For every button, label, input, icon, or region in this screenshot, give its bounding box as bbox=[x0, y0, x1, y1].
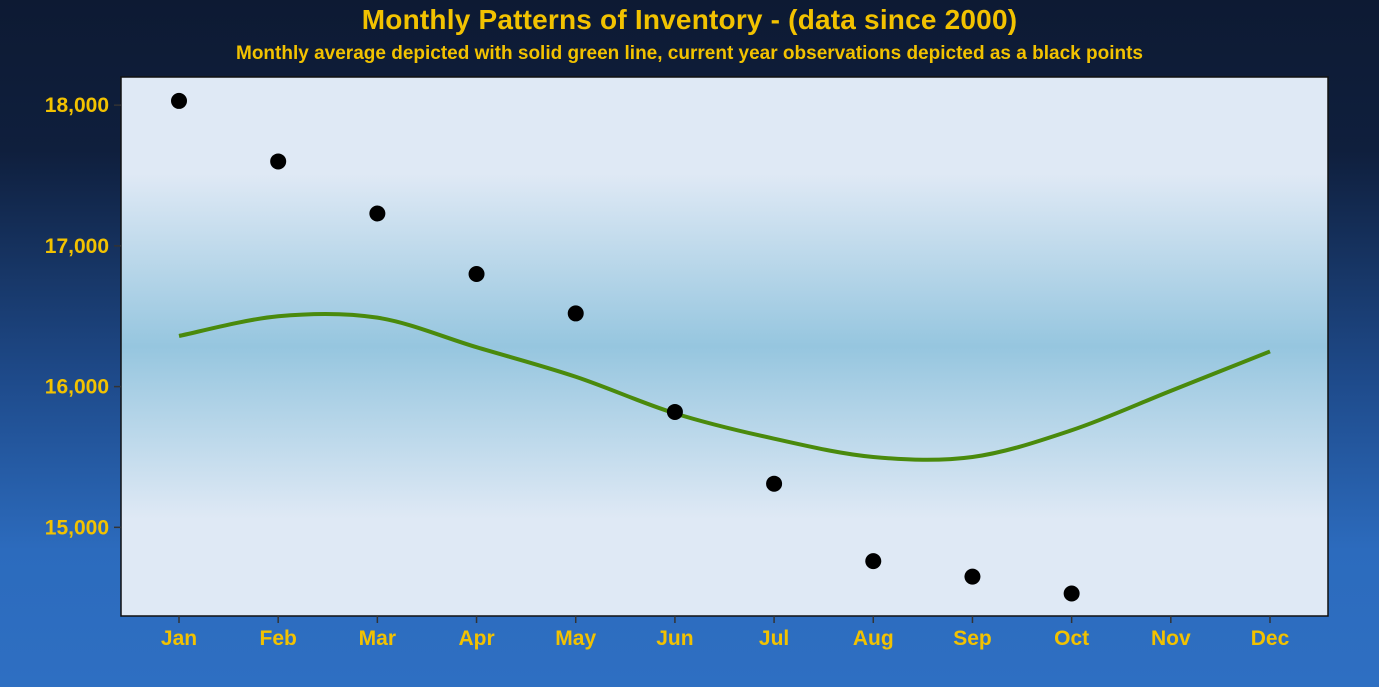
observation-point bbox=[964, 568, 981, 585]
observation-point bbox=[468, 266, 485, 283]
x-tick-label: Jun bbox=[656, 627, 693, 650]
y-tick-label: 15,000 bbox=[45, 516, 109, 539]
observation-point bbox=[171, 92, 187, 109]
y-tick-label: 18,000 bbox=[45, 94, 109, 117]
x-tick-label: Jan bbox=[161, 627, 197, 650]
x-tick-label: Dec bbox=[1251, 627, 1290, 650]
y-tick-label: 16,000 bbox=[45, 376, 109, 399]
x-tick-label: Apr bbox=[458, 627, 494, 650]
x-tick-label: Sep bbox=[953, 627, 992, 650]
plot-panel bbox=[120, 76, 1329, 617]
x-tick-label: May bbox=[555, 627, 596, 650]
x-tick-label: Nov bbox=[1151, 627, 1191, 650]
y-tick-label: 17,000 bbox=[45, 235, 109, 258]
x-tick-label: Mar bbox=[359, 627, 396, 650]
x-tick-label: Feb bbox=[260, 627, 297, 650]
observation-point bbox=[865, 553, 882, 570]
x-tick-label: Oct bbox=[1054, 627, 1089, 650]
observation-point bbox=[766, 475, 783, 492]
y-axis: 15,000 16,000 17,000 18,000 bbox=[45, 94, 121, 539]
x-tick-label: Aug bbox=[853, 627, 894, 650]
observation-point bbox=[270, 153, 287, 170]
x-tick-label: Jul bbox=[759, 627, 789, 650]
chart-subtitle: Monthly average depicted with solid gree… bbox=[236, 43, 1143, 64]
observation-point bbox=[369, 205, 386, 222]
observation-point bbox=[666, 403, 683, 420]
series-layer bbox=[171, 92, 1271, 602]
observation-point bbox=[1063, 585, 1080, 602]
chart-title: Monthly Patterns of Inventory - (data si… bbox=[361, 4, 1018, 35]
x-axis: Jan Feb Mar Apr May Jun Jul Aug Sep Oct Nov Dec bbox=[161, 616, 1290, 650]
average-line bbox=[178, 311, 1271, 462]
observation-point bbox=[567, 305, 584, 322]
